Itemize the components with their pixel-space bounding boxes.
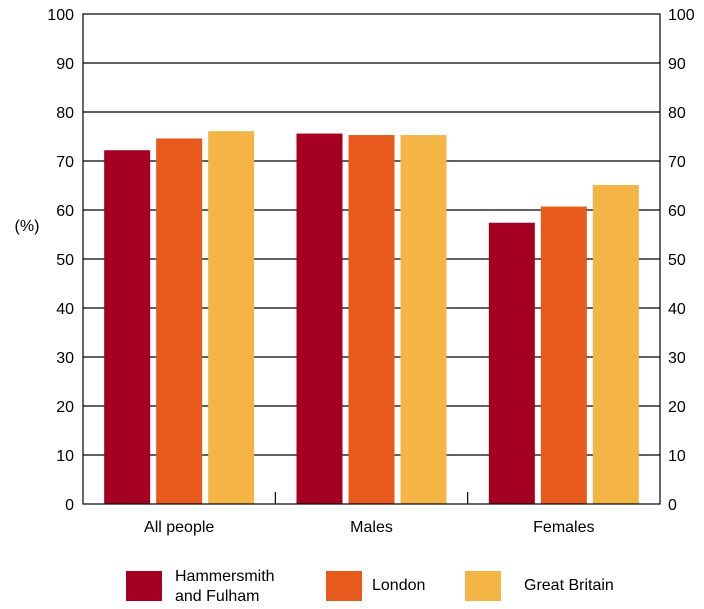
y-tick-label-right: 20 xyxy=(668,399,686,416)
y-tick-label-right: 10 xyxy=(668,448,686,465)
bar xyxy=(348,135,395,504)
y-tick-label-right: 40 xyxy=(668,301,686,318)
y-tick-label-left: 10 xyxy=(56,448,74,465)
x-axis-categories: All people Males Females xyxy=(144,519,594,536)
bar xyxy=(156,138,203,504)
y-tick-label-left: 80 xyxy=(56,105,74,122)
bar xyxy=(592,185,639,504)
y-tick-label-right: 90 xyxy=(668,56,686,73)
legend-swatch xyxy=(126,571,162,601)
bar xyxy=(488,222,535,505)
bars xyxy=(104,131,639,505)
y-tick-label-right: 80 xyxy=(668,105,686,122)
y-tick-label-left: 70 xyxy=(56,154,74,171)
y-tick-label-right: 50 xyxy=(668,252,686,269)
y-tick-label-right: 30 xyxy=(668,350,686,367)
y-axis-label: (%) xyxy=(15,218,40,235)
y-axis-right-ticks: 0 10 20 30 40 50 60 70 80 90 100 xyxy=(668,7,695,514)
y-tick-label-left: 100 xyxy=(47,7,74,24)
legend-label-line: London xyxy=(372,577,425,594)
y-tick-label-left: 50 xyxy=(56,252,74,269)
legend-label-line: Great Britain xyxy=(524,577,614,594)
y-tick-label-right: 0 xyxy=(668,497,677,514)
x-category-label: Females xyxy=(533,519,594,536)
legend-label: London xyxy=(372,577,425,594)
legend-swatch xyxy=(326,571,362,601)
x-category-label: All people xyxy=(144,519,214,536)
y-tick-label-left: 90 xyxy=(56,56,74,73)
y-tick-label-right: 60 xyxy=(668,203,686,220)
y-axis-left-ticks: 0 10 20 30 40 50 60 70 80 90 100 xyxy=(47,7,74,514)
legend-swatch xyxy=(465,571,501,601)
bar xyxy=(400,135,447,504)
legend: Hammersmith and Fulham London Great Britain xyxy=(126,568,614,605)
plot-frame xyxy=(82,13,661,505)
bar xyxy=(104,150,151,504)
legend-label: Great Britain xyxy=(524,577,614,594)
y-tick-label-left: 30 xyxy=(56,350,74,367)
bar xyxy=(540,206,587,504)
legend-label: Hammersmith and Fulham xyxy=(175,568,275,604)
x-category-label: Males xyxy=(350,519,393,536)
legend-label-line: Hammersmith xyxy=(175,568,275,585)
axes xyxy=(82,13,661,505)
y-tick-label-right: 70 xyxy=(668,154,686,171)
y-tick-label-left: 20 xyxy=(56,399,74,416)
bar xyxy=(208,131,255,505)
bar xyxy=(296,133,343,504)
y-tick-label-left: 0 xyxy=(65,497,74,514)
y-tick-label-left: 60 xyxy=(56,203,74,220)
legend-label-line: and Fulham xyxy=(175,588,260,604)
y-tick-label-left: 40 xyxy=(56,301,74,318)
y-tick-label-right: 100 xyxy=(668,7,695,24)
